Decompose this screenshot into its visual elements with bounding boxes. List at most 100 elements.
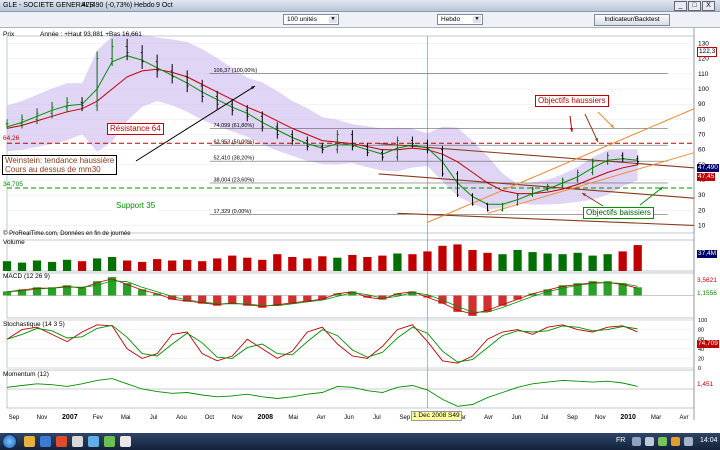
chevron-down-icon[interactable]: ▼ (473, 16, 481, 23)
objectifs-haussiers-annotation[interactable]: Objectifs haussiers (535, 95, 609, 107)
price-y-tick-label: 70 (698, 132, 706, 139)
stoch-y-tick-label: 40 (698, 347, 704, 353)
x-axis-label: Oct (205, 415, 215, 421)
start-button[interactable] (2, 434, 17, 449)
volume-bar (17, 262, 27, 271)
toolbar: 100 unités ▼ Hebdo ▼ Indicateur/Backtest (0, 12, 720, 28)
top-price-tag: 122,3 (697, 47, 718, 57)
network-icon[interactable] (632, 437, 641, 446)
stoch-panel-label: Stochastique (14 3 5) (3, 321, 65, 328)
support-level-tag: 34,705 (3, 181, 23, 188)
chevron-down-icon[interactable]: ▼ (329, 16, 337, 23)
volume-bar (483, 252, 492, 271)
volume-bar (183, 259, 192, 271)
volume-bar (32, 260, 42, 271)
tray-language[interactable]: FR (616, 437, 626, 444)
tray-app-icon[interactable] (684, 437, 693, 446)
fibonacci-level-label: 52,410 (38,20%) (213, 156, 254, 162)
volume-bar (213, 258, 222, 271)
units-select[interactable]: 100 unités ▼ (283, 14, 339, 25)
macd-histogram-bar (438, 295, 447, 304)
macd-histogram-bar (273, 295, 282, 306)
support-annotation[interactable]: Support 35 (113, 200, 159, 212)
x-axis-label: Avr (680, 415, 689, 421)
macd-histogram-bar (363, 295, 372, 298)
objectifs-baissiers-annotation[interactable]: Objectifs baissiers (583, 207, 654, 219)
price-panel-stats: Année : +Haut 93,881 +Bas 16,661 (40, 31, 142, 38)
fibonacci-level-label: 17,329 (0,00%) (213, 209, 251, 215)
trendline-lower (487, 152, 695, 214)
tray-clock: 14:04 (700, 437, 718, 444)
volume-bar (198, 261, 207, 271)
weinstein-line-1: Weinstein: tendance haussière (5, 156, 115, 165)
macd-panel-label: MACD (12 26 9) (3, 273, 50, 280)
stoch-k-line (6, 324, 638, 364)
momentum-line (6, 378, 638, 407)
price-y-tick-label: 110 (698, 71, 709, 78)
stoch-y-tick-label: 80 (698, 328, 704, 334)
volume-bar (633, 245, 642, 271)
x-axis-label: Sep (399, 415, 410, 421)
fibonacci-level-label: 74,099 (61,80%) (213, 123, 254, 129)
macd-histogram-bar (468, 295, 477, 316)
window-title-bar: GLE - SOCIETE GENERALE 47,490 (-0,73%) H… (0, 0, 720, 12)
period-select[interactable]: Hebdo ▼ (437, 14, 483, 25)
volume-bar (92, 258, 102, 271)
chart-app-icon[interactable] (72, 436, 83, 447)
volume-bar (288, 257, 297, 271)
update-icon[interactable] (671, 437, 680, 446)
macd-histogram-bar (588, 281, 597, 296)
macd-tag: 3,5621 (697, 277, 717, 284)
mail-icon[interactable] (88, 436, 99, 447)
resistance-annotation[interactable]: Résistance 64 (107, 123, 164, 135)
objectifs-baissiers-arrow-1 (581, 192, 604, 207)
volume-bar (243, 257, 252, 271)
macd-signal-line (6, 280, 638, 313)
minimize-button[interactable]: _ (674, 1, 687, 11)
objectifs-haussiers-arrow-3 (597, 111, 615, 129)
momentum-tag: 1,451 (697, 381, 714, 388)
x-axis-label: Mar (651, 415, 661, 421)
macd-histogram-bar (92, 281, 102, 296)
current-price-tag-2: 47,45 (697, 173, 716, 181)
objectifs-haussiers-arrow-1-head (569, 128, 574, 132)
chart-area[interactable]: 130120110100908070605040302010106,37 (10… (0, 28, 720, 433)
price-y-tick-label: 120 (698, 56, 709, 63)
channel-line-bottom (397, 212, 695, 226)
browser-icon[interactable] (40, 436, 51, 447)
volume-icon[interactable] (645, 437, 654, 446)
price-y-tick-label: 100 (698, 86, 709, 93)
macd-histogram-bar (633, 287, 642, 296)
x-axis-label: Nov (232, 415, 243, 421)
volume-bar (348, 254, 357, 271)
volume-bar (153, 259, 162, 271)
x-axis-label: Aou (176, 415, 187, 421)
objectifs-baissiers-arrow-2-head (659, 187, 663, 191)
media-icon[interactable] (56, 436, 67, 447)
stoch-d-line (6, 324, 638, 363)
volume-bar (378, 255, 387, 271)
taskbar: FR 14:04 (0, 433, 720, 450)
x-axis-label: Sep (9, 415, 20, 421)
indicator-backtest-button[interactable]: Indicateur/Backtest (594, 14, 670, 26)
volume-bar (318, 256, 327, 271)
document-icon[interactable] (120, 436, 131, 447)
weinstein-annotation[interactable]: Weinstein: tendance haussière Cours au d… (2, 155, 118, 175)
objectifs-haussiers-arrow-3-head (610, 124, 614, 128)
price-panel-label: Prix (3, 31, 15, 38)
volume-bar (393, 253, 402, 271)
macd-histogram-bar (618, 283, 627, 296)
fibonacci-level-label: 106,37 (100,00%) (213, 68, 257, 74)
bollinger-band (7, 32, 638, 210)
volume-bar (588, 255, 597, 271)
folder-icon[interactable] (24, 436, 35, 447)
close-button[interactable]: X (702, 1, 715, 11)
macd-histogram-bar (303, 295, 312, 302)
chart-canvas[interactable]: 130120110100908070605040302010106,37 (10… (0, 28, 720, 433)
app-icon[interactable] (104, 436, 115, 447)
volume-bar (333, 257, 342, 271)
macd-histogram-bar (333, 293, 342, 296)
objectifs-baissiers-arrow-1-head (582, 193, 586, 197)
maximize-button[interactable]: □ (688, 1, 701, 11)
security-icon[interactable] (658, 437, 667, 446)
